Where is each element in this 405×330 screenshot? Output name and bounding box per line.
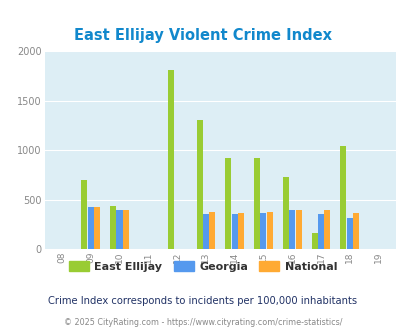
- Bar: [260, 213, 266, 249]
- Bar: [340, 146, 345, 249]
- Bar: [196, 120, 202, 249]
- Text: East Ellijay Violent Crime Index: East Ellijay Violent Crime Index: [74, 28, 331, 43]
- Bar: [324, 210, 330, 249]
- Bar: [288, 210, 294, 249]
- Text: Crime Index corresponds to incidents per 100,000 inhabitants: Crime Index corresponds to incidents per…: [48, 296, 357, 306]
- Bar: [81, 180, 87, 249]
- Bar: [202, 214, 208, 249]
- Bar: [346, 218, 352, 249]
- Legend: East Ellijay, Georgia, National: East Ellijay, Georgia, National: [64, 257, 341, 277]
- Bar: [237, 213, 243, 249]
- Bar: [266, 212, 272, 249]
- Bar: [317, 214, 323, 249]
- Bar: [282, 177, 288, 249]
- Bar: [110, 206, 116, 249]
- Text: © 2025 CityRating.com - https://www.cityrating.com/crime-statistics/: © 2025 CityRating.com - https://www.city…: [64, 318, 341, 327]
- Bar: [311, 233, 317, 249]
- Bar: [254, 158, 260, 249]
- Bar: [167, 70, 173, 249]
- Bar: [94, 207, 100, 249]
- Bar: [231, 214, 237, 249]
- Bar: [123, 210, 128, 249]
- Bar: [87, 207, 94, 249]
- Bar: [116, 210, 122, 249]
- Bar: [225, 158, 231, 249]
- Bar: [295, 210, 301, 249]
- Bar: [352, 213, 358, 249]
- Bar: [209, 212, 215, 249]
